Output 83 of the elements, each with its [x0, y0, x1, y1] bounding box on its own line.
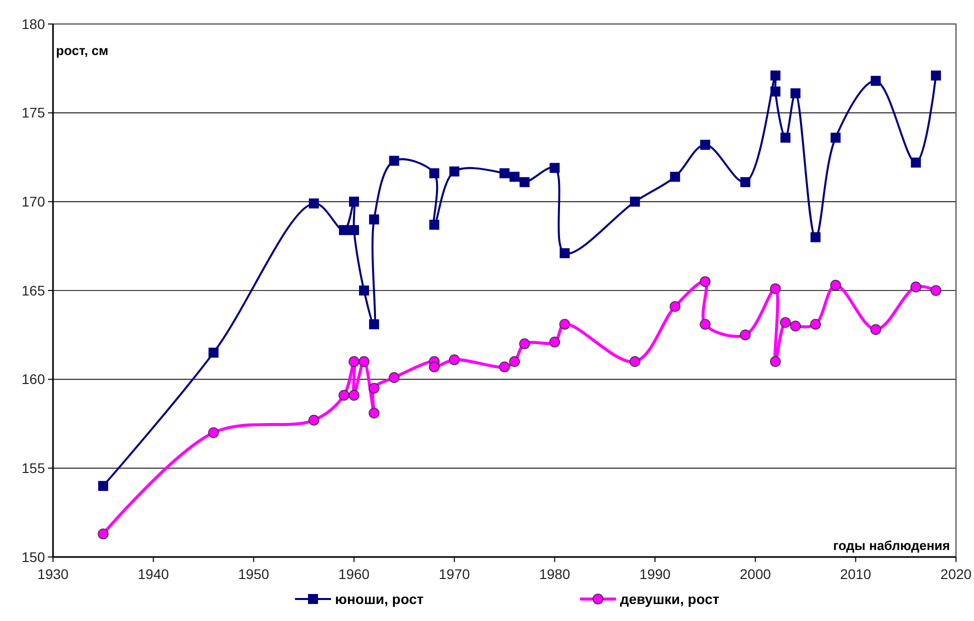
- x-tick-label: 1930: [37, 566, 69, 582]
- point: [830, 132, 841, 143]
- point: [500, 168, 510, 178]
- point: [359, 286, 370, 296]
- point: [519, 338, 530, 350]
- point: [338, 225, 349, 236]
- point: [930, 70, 941, 81]
- y-tick-label: 150: [22, 548, 46, 565]
- point: [770, 283, 781, 294]
- point: [700, 140, 710, 150]
- y-tick-label: 170: [22, 194, 46, 210]
- point: [348, 356, 360, 367]
- point: [790, 88, 800, 98]
- point: [560, 248, 570, 258]
- point: [308, 414, 320, 426]
- point: [870, 76, 881, 86]
- x-axis-title: годы наблюдения: [833, 538, 950, 553]
- point: [740, 330, 751, 340]
- y-tick-label: 180: [22, 16, 46, 32]
- point: [770, 70, 780, 81]
- y-tick-label: 155: [22, 460, 46, 476]
- point: [930, 285, 942, 296]
- point: [780, 132, 790, 143]
- point: [308, 198, 319, 208]
- point: [700, 318, 711, 330]
- point: [810, 318, 821, 330]
- x-tick-label: 1960: [338, 566, 370, 582]
- point: [830, 280, 841, 291]
- point: [349, 225, 359, 236]
- point: [780, 317, 791, 328]
- point: [630, 196, 640, 207]
- legend-label: юноши, рост: [335, 591, 424, 607]
- y-axis-title: рост, см: [56, 43, 108, 58]
- point: [509, 356, 520, 367]
- point: [369, 319, 380, 330]
- x-tick-label: 1940: [138, 566, 170, 582]
- point: [358, 356, 370, 367]
- x-tick-label: 2010: [840, 566, 872, 582]
- x-tick-label: 1990: [639, 566, 671, 582]
- point: [208, 427, 219, 438]
- y-tick-label: 160: [22, 371, 46, 388]
- point: [368, 408, 380, 418]
- point: [368, 382, 380, 394]
- point: [338, 390, 350, 401]
- point: [740, 177, 750, 188]
- point: [429, 168, 440, 178]
- point: [770, 356, 781, 367]
- point: [630, 356, 640, 367]
- point: [428, 361, 440, 372]
- x-tick-label: 2020: [940, 566, 972, 582]
- point: [790, 320, 801, 332]
- point: [98, 528, 109, 540]
- point: [448, 354, 460, 366]
- x-tick-label: 1970: [438, 566, 470, 582]
- point: [499, 361, 510, 372]
- point: [559, 318, 570, 330]
- point: [670, 301, 680, 312]
- point: [520, 177, 530, 188]
- point: [910, 158, 921, 168]
- point: [348, 390, 360, 401]
- x-tick-label: 1980: [539, 566, 570, 582]
- point: [369, 214, 380, 224]
- point: [98, 480, 108, 491]
- y-tick-label: 165: [22, 282, 46, 298]
- y-tick-label: 175: [22, 104, 46, 121]
- x-tick-label: 2000: [740, 566, 772, 582]
- point: [349, 196, 359, 207]
- point: [510, 172, 520, 182]
- point: [449, 166, 460, 176]
- point: [700, 276, 711, 288]
- point: [388, 372, 400, 383]
- point: [208, 348, 219, 358]
- point: [910, 282, 922, 292]
- point: [870, 324, 882, 335]
- point: [549, 336, 560, 348]
- point: [770, 86, 780, 97]
- point: [429, 220, 440, 230]
- point: [389, 156, 400, 166]
- point: [670, 172, 680, 182]
- legend-label: девушки, рост: [620, 591, 720, 607]
- point: [550, 162, 560, 173]
- point: [810, 232, 821, 242]
- x-tick-label: 1950: [238, 566, 270, 582]
